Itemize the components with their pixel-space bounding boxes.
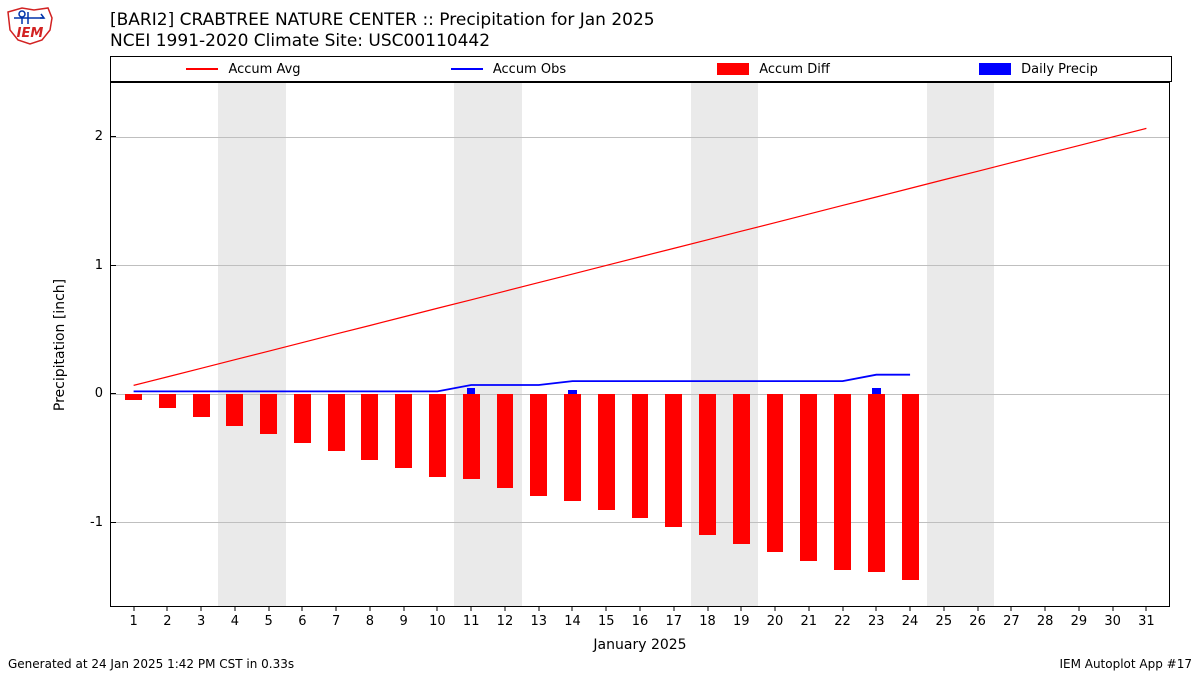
x-tick: 24	[910, 606, 911, 611]
legend-item: Accum Diff	[641, 62, 906, 77]
x-tick: 28	[1045, 606, 1046, 611]
iem-logo: IEM	[4, 4, 56, 51]
x-tick: 30	[1112, 606, 1113, 611]
legend-item: Daily Precip	[906, 62, 1171, 77]
x-tick: 10	[437, 606, 438, 611]
accum-obs-line	[134, 375, 910, 392]
x-tick: 13	[538, 606, 539, 611]
x-tick: 12	[504, 606, 505, 611]
legend-swatch-line	[451, 68, 483, 70]
x-tick: 15	[606, 606, 607, 611]
page-root: IEM [BARI2] CRABTREE NATURE CENTER :: Pr…	[0, 0, 1200, 675]
x-tick: 21	[808, 606, 809, 611]
x-tick: 2	[167, 606, 168, 611]
x-tick: 18	[707, 606, 708, 611]
x-tick: 26	[977, 606, 978, 611]
x-tick: 14	[572, 606, 573, 611]
footer-right: IEM Autoplot App #17	[1059, 657, 1192, 671]
footer-left: Generated at 24 Jan 2025 1:42 PM CST in …	[8, 657, 294, 671]
title-line-2: NCEI 1991-2020 Climate Site: USC00110442	[110, 31, 655, 52]
legend-item: Accum Obs	[376, 62, 641, 77]
x-tick: 29	[1078, 606, 1079, 611]
x-tick: 25	[943, 606, 944, 611]
legend-swatch-rect	[979, 63, 1011, 75]
x-tick: 5	[268, 606, 269, 611]
legend-item: Accum Avg	[111, 62, 376, 77]
x-tick: 16	[640, 606, 641, 611]
legend-label: Accum Diff	[759, 62, 830, 77]
legend-label: Accum Obs	[493, 62, 566, 77]
x-axis-label: January 2025	[593, 637, 686, 653]
accum-avg-line	[134, 128, 1147, 385]
x-tick: 23	[876, 606, 877, 611]
x-tick: 31	[1146, 606, 1147, 611]
legend-swatch-rect	[717, 63, 749, 75]
x-tick: 7	[336, 606, 337, 611]
x-tick: 19	[741, 606, 742, 611]
x-tick: 8	[369, 606, 370, 611]
legend: Accum Avg Accum Obs Accum Diff Daily Precip	[110, 56, 1172, 82]
chart-area: -101212345678910111213141516171819202122…	[110, 82, 1170, 607]
x-tick: 27	[1011, 606, 1012, 611]
y-axis-label: Precipitation [inch]	[52, 279, 68, 411]
x-tick: 17	[673, 606, 674, 611]
legend-label: Accum Avg	[228, 62, 300, 77]
x-tick: 6	[302, 606, 303, 611]
x-tick: 4	[234, 606, 235, 611]
title-line-1: [BARI2] CRABTREE NATURE CENTER :: Precip…	[110, 10, 655, 31]
x-tick: 20	[775, 606, 776, 611]
x-tick: 9	[403, 606, 404, 611]
svg-text:IEM: IEM	[17, 26, 44, 41]
x-tick: 1	[133, 606, 134, 611]
title-block: [BARI2] CRABTREE NATURE CENTER :: Precip…	[110, 10, 655, 53]
legend-label: Daily Precip	[1021, 62, 1098, 77]
lines-layer	[111, 83, 1169, 606]
legend-swatch-line	[186, 68, 218, 70]
x-tick: 11	[471, 606, 472, 611]
x-tick: 3	[201, 606, 202, 611]
x-tick: 22	[842, 606, 843, 611]
